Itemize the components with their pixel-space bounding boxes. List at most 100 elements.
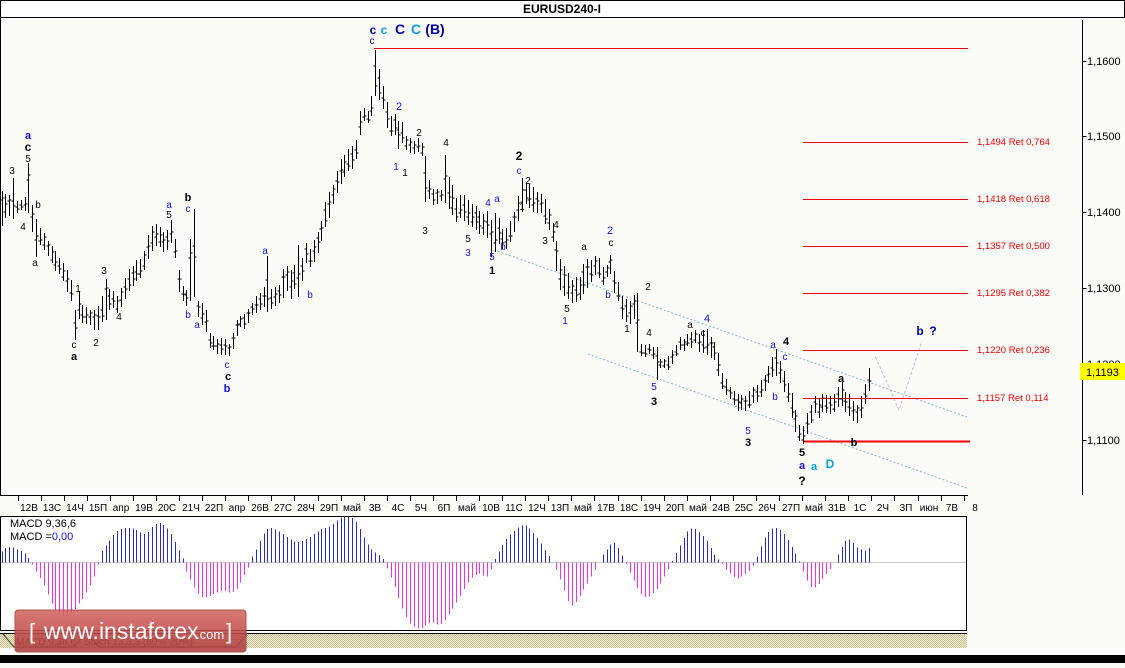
svg-text:7В: 7В — [946, 503, 959, 514]
svg-text:?: ? — [798, 474, 805, 488]
svg-text:1: 1 — [75, 284, 81, 295]
svg-text:11С: 11С — [505, 503, 523, 514]
svg-text:4: 4 — [20, 222, 26, 233]
svg-text:b: b — [851, 437, 858, 449]
svg-text:4: 4 — [704, 313, 710, 325]
svg-text:c: c — [370, 23, 377, 37]
svg-text:1: 1 — [402, 168, 408, 179]
svg-text:b: b — [185, 192, 192, 204]
svg-text:1: 1 — [393, 162, 399, 173]
svg-text:5: 5 — [799, 447, 805, 459]
svg-text:c: c — [370, 36, 375, 47]
svg-text:c: c — [783, 352, 788, 363]
svg-text:24В: 24В — [712, 503, 730, 514]
svg-text:[: [ — [29, 619, 35, 644]
svg-text:1,1500: 1,1500 — [1087, 131, 1121, 143]
svg-text:a: a — [581, 242, 587, 253]
svg-text:c: c — [225, 371, 231, 383]
svg-text:a: a — [71, 351, 78, 363]
svg-text:3: 3 — [101, 266, 107, 277]
svg-text:b: b — [772, 392, 778, 403]
svg-text:4: 4 — [553, 220, 559, 231]
svg-text:19Ч: 19Ч — [643, 503, 661, 514]
svg-text:18С: 18С — [620, 503, 638, 514]
svg-text:июн: июн — [920, 503, 939, 514]
svg-text:a: a — [799, 460, 806, 472]
svg-text:1,1400: 1,1400 — [1087, 207, 1121, 219]
svg-text:4: 4 — [646, 328, 652, 339]
svg-text:май: май — [574, 503, 592, 514]
svg-text:5: 5 — [25, 154, 31, 165]
svg-text:май: май — [343, 503, 361, 514]
svg-text:17В: 17В — [597, 503, 615, 514]
svg-text:1,1494 Ret 0,764: 1,1494 Ret 0,764 — [977, 137, 1050, 148]
svg-text:b: b — [916, 324, 923, 338]
svg-text:www.instaforex: www.instaforex — [43, 618, 199, 644]
svg-text:b: b — [605, 290, 611, 301]
svg-text:2: 2 — [645, 282, 651, 293]
svg-text:C: C — [395, 21, 405, 37]
svg-text:12В: 12В — [20, 503, 38, 514]
svg-text:5: 5 — [564, 304, 570, 315]
svg-text:1: 1 — [624, 324, 630, 335]
svg-text:14Ч: 14Ч — [66, 503, 84, 514]
svg-text:4: 4 — [783, 336, 790, 348]
svg-text:3: 3 — [465, 248, 471, 259]
svg-text:1,1418 Ret 0,618: 1,1418 Ret 0,618 — [977, 194, 1050, 205]
svg-text:3: 3 — [745, 437, 751, 449]
svg-text:19В: 19В — [135, 503, 153, 514]
svg-text:c: c — [517, 166, 522, 177]
svg-text:b: b — [185, 310, 191, 321]
svg-text:3В: 3В — [369, 503, 382, 514]
svg-text:8: 8 — [972, 503, 978, 514]
svg-text:a: a — [838, 373, 845, 385]
svg-text:c: c — [25, 140, 32, 154]
svg-text:D: D — [826, 457, 835, 471]
svg-text:a: a — [687, 320, 693, 331]
svg-text:апр: апр — [113, 503, 130, 514]
svg-text:b: b — [224, 383, 231, 395]
svg-text:10В: 10В — [482, 503, 500, 514]
svg-text:b: b — [307, 290, 313, 301]
svg-text:2: 2 — [396, 101, 402, 113]
svg-text:5: 5 — [489, 252, 495, 263]
svg-text:a: a — [194, 320, 200, 331]
svg-text:20С: 20С — [158, 503, 176, 514]
svg-text:3: 3 — [651, 396, 657, 408]
svg-text:a: a — [770, 340, 776, 351]
svg-text:2: 2 — [93, 338, 99, 349]
svg-text:.com: .com — [196, 627, 224, 642]
svg-text:c: c — [701, 328, 706, 339]
svg-text:29П: 29П — [320, 503, 338, 514]
svg-text:a: a — [494, 194, 500, 205]
svg-text:b: b — [500, 242, 506, 253]
svg-text:c: c — [225, 360, 230, 371]
svg-text:май: май — [689, 503, 707, 514]
svg-text:27С: 27С — [274, 503, 292, 514]
svg-text:22П: 22П — [205, 503, 223, 514]
svg-text:2: 2 — [525, 176, 531, 187]
svg-text:a: a — [166, 200, 172, 211]
svg-text:MACD 9,36,6: MACD 9,36,6 — [10, 518, 76, 530]
svg-text:2: 2 — [607, 225, 613, 237]
svg-text:4: 4 — [485, 198, 491, 209]
svg-text:b: b — [35, 200, 41, 211]
svg-text:28Ч: 28Ч — [297, 503, 315, 514]
svg-text:2: 2 — [416, 128, 422, 139]
svg-text:5: 5 — [465, 234, 471, 245]
svg-text:май: май — [458, 503, 476, 514]
svg-text:20П: 20П — [666, 503, 684, 514]
svg-text:15П: 15П — [89, 503, 107, 514]
svg-text:C: C — [411, 21, 421, 37]
svg-text:c: c — [72, 340, 77, 351]
svg-text:4: 4 — [443, 138, 449, 149]
svg-text:a: a — [32, 258, 38, 269]
svg-text:(B): (B) — [425, 21, 444, 37]
svg-text:27П: 27П — [782, 503, 800, 514]
svg-text:1,1357 Ret 0,500: 1,1357 Ret 0,500 — [977, 241, 1050, 252]
svg-text:5: 5 — [166, 210, 172, 221]
svg-text:?: ? — [929, 324, 936, 338]
svg-text:c: c — [609, 238, 614, 249]
svg-text:3: 3 — [422, 226, 428, 237]
svg-text:a: a — [262, 246, 268, 257]
